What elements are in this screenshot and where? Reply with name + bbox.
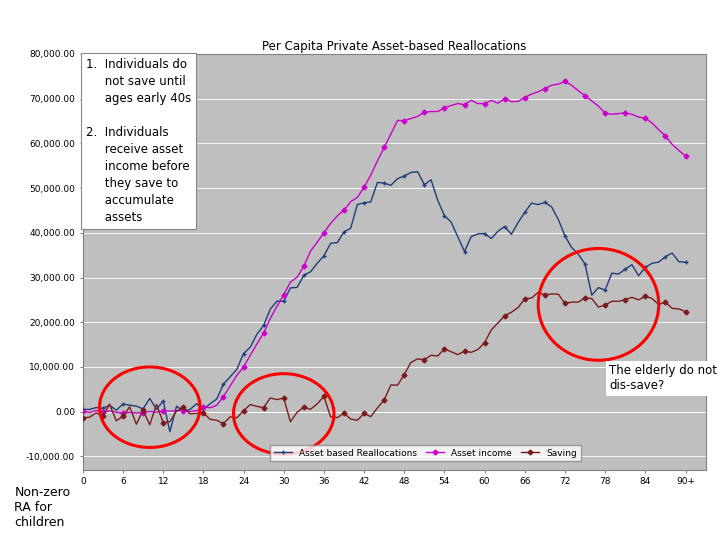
Saving: [159, 419, 168, 426]
Text: The elderly do not
dis-save?: The elderly do not dis-save?: [609, 364, 717, 393]
Saving: [534, 289, 542, 295]
Asset income: [119, 410, 127, 416]
Asset income: [681, 153, 690, 159]
Asset income: [239, 364, 248, 370]
Saving: [226, 414, 235, 420]
Saving: [78, 415, 87, 421]
Saving: [145, 422, 154, 428]
Asset based Reallocations: [440, 212, 449, 219]
Saving: [433, 353, 442, 359]
Legend: Asset based Reallocations, Asset income, Saving: Asset based Reallocations, Asset income,…: [270, 445, 580, 461]
Asset based Reallocations: [413, 168, 422, 175]
Saving: [675, 306, 683, 312]
Line: Asset income: Asset income: [81, 80, 688, 415]
Asset based Reallocations: [239, 350, 248, 357]
Asset income: [675, 147, 683, 153]
Asset income: [78, 408, 87, 415]
Asset based Reallocations: [600, 287, 609, 293]
Asset based Reallocations: [152, 406, 161, 413]
Asset income: [561, 78, 570, 85]
Asset income: [159, 408, 168, 414]
Saving: [600, 302, 609, 308]
Asset income: [600, 110, 609, 116]
Title: Per Capita Private Asset-based Reallocations: Per Capita Private Asset-based Reallocat…: [262, 40, 526, 53]
Asset based Reallocations: [675, 259, 683, 265]
Text: 1.  Individuals do
     not save until
     ages early 40s

2.  Individuals
    : 1. Individuals do not save until ages ea…: [86, 58, 192, 224]
Line: Saving: Saving: [81, 291, 688, 427]
Asset based Reallocations: [681, 259, 690, 266]
Asset income: [433, 108, 442, 114]
Asset based Reallocations: [226, 374, 235, 380]
Asset based Reallocations: [166, 429, 174, 435]
Saving: [239, 408, 248, 414]
Asset income: [226, 383, 235, 389]
Text: Non-zero
RA for
children: Non-zero RA for children: [14, 486, 71, 529]
Asset based Reallocations: [78, 406, 87, 413]
Saving: [681, 308, 690, 315]
Line: Asset based Reallocations: Asset based Reallocations: [81, 169, 688, 434]
